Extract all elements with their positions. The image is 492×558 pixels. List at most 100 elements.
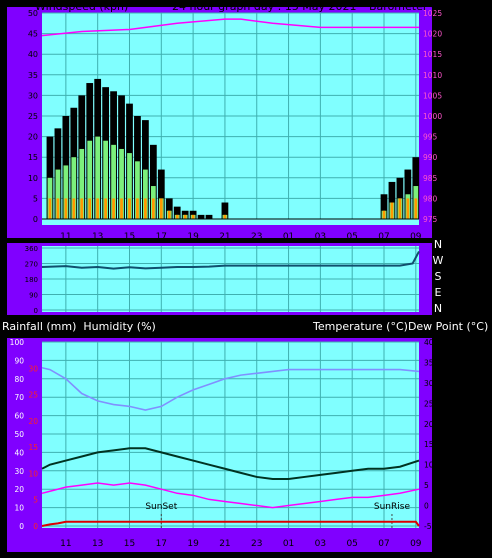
humidity-y-tick-label: 80 [14,375,24,384]
wind-low-bar [48,198,52,219]
humidity-y-tick-label: 100 [10,338,25,347]
wind-speed-bar [127,153,132,219]
temperature-y-tick-label: 30 [424,379,434,388]
wind-low-bar [88,198,92,219]
temperature-line [41,447,420,480]
wind-y-tick-label: 20 [28,133,38,142]
wind-x-tick-label: 03 [315,232,326,242]
humidity-line [41,366,420,411]
wind-x-tick-label: 17 [156,232,167,242]
graph-title: 24 hour graph day : 15 May 2021 [172,0,357,13]
direction-y-tick-label: 270 [25,261,38,269]
wind-speed-bar [143,169,148,219]
wind-low-bar [128,198,131,219]
dewpoint-line [41,482,420,509]
humidity-y-tick-label: 70 [14,393,24,402]
direction-y-tick-label: 360 [25,245,38,253]
barometer-y-tick-label: 1000 [423,112,442,121]
wind-low-bar [104,198,108,219]
wind-low-bar [136,198,139,219]
barometer-y-tick-label: 990 [423,153,438,162]
wind-low-bar [144,198,147,219]
wind-speed-bar [119,148,124,219]
wind-x-tick-label: 15 [124,232,135,242]
rain-y-tick-label: 0 [33,522,38,531]
wind-speed-bar [55,169,61,219]
rain-y-tick-label: 10 [28,469,38,478]
wind-x-tick-label: 21 [219,232,230,242]
wind-y-tick-label: 45 [28,30,38,39]
temp-x-tick-label: 09 [410,539,422,549]
wind-gust-bar [157,169,165,219]
rain-y-tick-label: 5 [33,496,38,505]
temperature-y-tick-label: 10 [424,461,434,470]
wind-axis-title: Windspeed (kph) [35,0,128,13]
barometer-axis-title: Barometer (hpa) [369,0,460,13]
wind-low-bar [112,198,115,219]
wind-low-bar [96,198,100,219]
wind-low-bar [175,214,179,219]
wind-direction-line [41,250,420,270]
wind-y-tick-label: 50 [28,9,38,18]
humidity-y-tick-label: 90 [14,356,24,365]
temperature-y-tick-label: -5 [424,522,432,531]
barometer-y-tick-label: 1005 [423,91,442,100]
temp-x-tick-label: 23 [251,539,262,549]
label-layer: 0510152025303540455097598098599099510001… [10,9,444,549]
temp-x-tick-label: 15 [124,539,135,549]
temperature-y-tick-label: 15 [424,440,434,449]
rainfall-line [41,520,420,527]
wind-x-tick-label: 13 [92,232,103,242]
wind-speed-bar [87,140,93,219]
wind-low-bar [159,198,163,219]
temp-x-tick-label: 05 [346,539,357,549]
series-layer [41,18,420,528]
wind-speed-bar [111,144,116,219]
humidity-y-tick-label: 10 [14,504,24,513]
wind-low-bar [167,210,171,219]
temperature-y-tick-label: 5 [424,481,429,490]
wind-speed-bar [63,165,69,219]
wind-low-bar [223,214,227,219]
rain-y-tick-label: 20 [28,417,38,426]
wind-speed-bar [71,157,77,219]
wind-low-bar [120,198,123,219]
temp-x-tick-label: 19 [187,539,199,549]
wind-y-tick-label: 0 [33,215,38,224]
temperature-y-tick-label: 25 [424,399,434,408]
wind-gust-bar [149,144,157,219]
wind-x-tick-label: 05 [346,232,357,242]
wind-y-tick-label: 40 [28,50,38,59]
direction-y-tick-label: 90 [29,292,38,300]
temperature-y-tick-label: 35 [424,358,434,367]
wind-speed-bar [135,161,140,219]
wind-speed-bar [95,136,101,219]
rain-y-tick-label: 15 [28,443,38,452]
wind-low-bar [183,214,187,219]
wind-y-tick-label: 15 [28,153,38,162]
wind-y-tick-label: 25 [28,112,38,121]
humidity-y-tick-label: 20 [14,485,24,494]
rain-humidity-axis-title: Rainfall (mm) Humidity (%) [2,320,156,333]
wind-speed-bar [103,140,109,219]
direction-y-tick-label: 180 [25,276,38,284]
wind-x-tick-label: 11 [60,232,71,242]
direction-compass-label: N [434,302,442,315]
humidity-y-tick-label: 50 [14,430,24,439]
humidity-y-tick-label: 30 [14,467,24,476]
barometer-y-tick-label: 1020 [423,30,442,39]
temperature-y-tick-label: 20 [424,420,434,429]
direction-compass-label: E [435,286,442,299]
wind-low-bar [390,202,394,219]
wind-speed-bar [79,148,85,219]
wind-low-bar [80,198,84,219]
temp-x-tick-label: 17 [156,539,167,549]
wind-low-bar [64,198,68,219]
barometer-y-tick-label: 1015 [423,50,442,59]
wind-low-bar [414,198,418,219]
direction-y-tick-label: 0 [34,307,38,315]
humidity-y-tick-label: 40 [14,448,24,457]
sun-marker-label: SunRise [374,502,411,512]
sun-marker-label: SunSet [145,502,177,512]
